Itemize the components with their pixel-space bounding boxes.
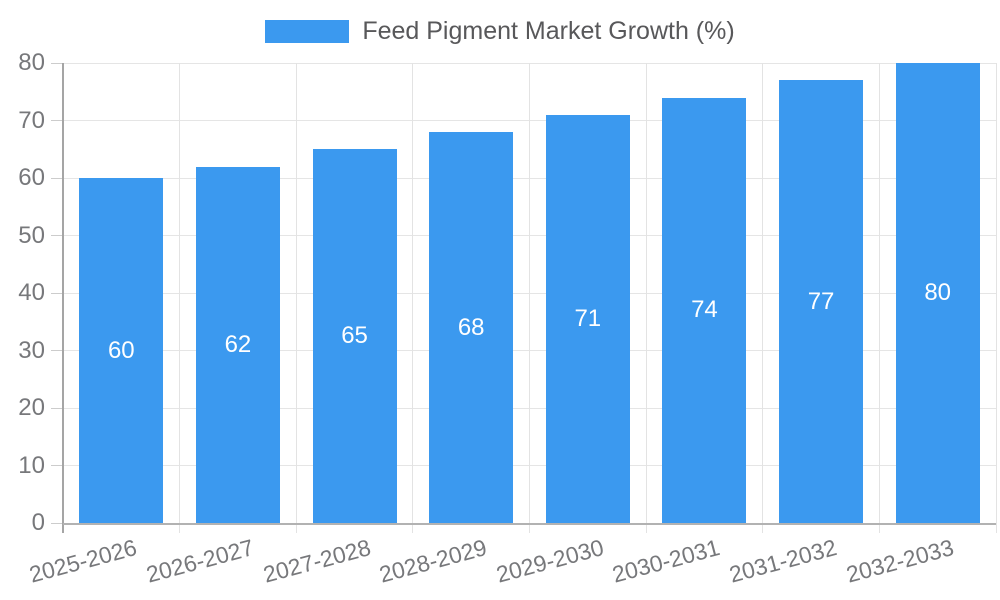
bar[interactable] bbox=[779, 80, 864, 523]
bar[interactable] bbox=[429, 132, 514, 523]
y-axis-tick-label: 60 bbox=[18, 164, 45, 191]
bar[interactable] bbox=[545, 114, 630, 523]
legend-swatch bbox=[265, 19, 350, 43]
bar-value-label: 77 bbox=[807, 287, 835, 315]
y-axis-tick-label: 30 bbox=[18, 336, 45, 364]
gridline-vertical bbox=[529, 63, 530, 533]
y-axis-tick bbox=[51, 62, 63, 64]
y-axis-tick-label: 40 bbox=[18, 279, 45, 306]
y-axis-tick bbox=[51, 235, 63, 236]
gridline-vertical bbox=[295, 63, 297, 533]
y-axis-tick-label: 80 bbox=[18, 49, 45, 76]
bar-value-label: 68 bbox=[457, 313, 485, 341]
y-axis-tick-label: 10 bbox=[18, 451, 45, 479]
chart-legend[interactable]: Feed Pigment Market Growth (%) bbox=[0, 17, 1000, 45]
y-axis-line bbox=[62, 63, 64, 533]
y-axis-tick bbox=[51, 120, 63, 121]
y-axis-tick bbox=[51, 177, 63, 179]
gridline-vertical bbox=[995, 63, 997, 533]
bar-value-label: 80 bbox=[924, 279, 952, 306]
bar-value-label: 74 bbox=[691, 296, 718, 324]
y-axis-tick-label: 70 bbox=[18, 106, 45, 134]
y-axis-tick bbox=[51, 292, 63, 294]
bar[interactable] bbox=[195, 166, 280, 523]
bar[interactable] bbox=[662, 97, 747, 523]
y-axis-tick-label: 20 bbox=[18, 394, 45, 421]
bar-value-label: 62 bbox=[224, 330, 252, 358]
bar[interactable] bbox=[79, 178, 164, 523]
gridline-vertical bbox=[645, 63, 647, 533]
y-axis-tick-label: 0 bbox=[31, 509, 45, 536]
legend-label: Feed Pigment Market Growth (%) bbox=[362, 16, 735, 45]
x-axis-line bbox=[63, 523, 996, 525]
gridline-vertical bbox=[412, 63, 414, 533]
y-axis-tick bbox=[51, 407, 63, 409]
y-axis-tick bbox=[51, 522, 63, 524]
y-axis-tick bbox=[51, 350, 63, 351]
y-axis-tick bbox=[51, 465, 63, 466]
bar-value-label: 60 bbox=[107, 336, 135, 364]
gridline-vertical bbox=[179, 63, 181, 533]
bar-value-label: 71 bbox=[574, 304, 602, 332]
gridline-vertical bbox=[878, 63, 880, 533]
y-axis-tick-label: 50 bbox=[18, 221, 45, 249]
bar[interactable] bbox=[895, 63, 980, 523]
bar-value-label: 65 bbox=[341, 322, 368, 350]
bar[interactable] bbox=[312, 149, 397, 523]
gridline-vertical bbox=[762, 63, 764, 533]
